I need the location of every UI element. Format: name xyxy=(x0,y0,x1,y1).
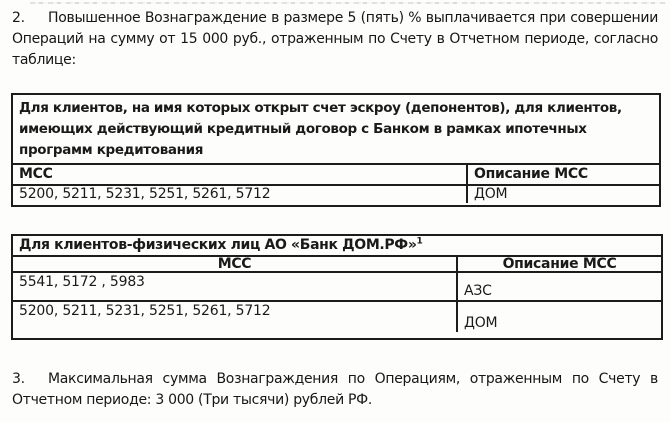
paragraph-3: 3. Максимальная сумма Вознаграждения по О… xyxy=(12,369,658,411)
mcc-description-cell: ДОМ xyxy=(474,186,508,202)
mcc-codes-cell: 5200, 5211, 5231, 5251, 5261, 5712 xyxy=(13,302,458,332)
paragraph-2-line-3: таблице: xyxy=(12,52,76,68)
column-header-mcc-description: Описание МСС xyxy=(502,257,617,271)
paragraph-2-line-2: Операций на сумму от 15 000 руб., отраже… xyxy=(12,31,658,47)
paragraph-2-text: Повышенное Вознаграждение в размере 5 (п… xyxy=(48,10,658,26)
paragraph-3-text: Максимальная сумма Вознаграждения по Опе… xyxy=(48,371,658,387)
table-escrow-header-line-2: имеющих действующий кредитный договор с … xyxy=(19,121,587,137)
mcc-description-cell: ДОМ xyxy=(464,315,498,331)
table-individual-title: Для клиентов-физических лиц АО «Банк ДОМ… xyxy=(19,237,417,253)
table-escrow-column-header-row: МСС Описание МСС xyxy=(13,165,659,186)
mcc-codes-cell: 5200, 5211, 5231, 5251, 5261, 5712 xyxy=(13,186,468,203)
table-escrow-header-cell: Для клиентов, на имя которых открыт счет… xyxy=(13,95,659,165)
column-header-mcc: МСС xyxy=(13,257,458,271)
column-header-mcc: МСС xyxy=(13,165,468,184)
paragraph-3-line-2: Отчетном периоде: 3 000 (Три тысячи) руб… xyxy=(12,392,373,408)
table-escrow-header-line-1: Для клиентов, на имя которых открыт счет… xyxy=(19,100,622,116)
footnote-marker: 1 xyxy=(416,236,423,247)
paragraph-2-number: 2. xyxy=(12,10,25,26)
table-row: 5200, 5211, 5231, 5251, 5261, 5712 ДОМ xyxy=(13,302,661,332)
table-individual-column-header-row: МСС Описание МСС xyxy=(13,257,661,273)
paragraph-2: 2. Повышенное Вознаграждение в размере 5 … xyxy=(12,8,658,71)
table-individual-clients: Для клиентов-физических лиц АО «Банк ДОМ… xyxy=(11,234,663,340)
paragraph-3-number: 3. xyxy=(12,371,25,387)
mcc-description-cell: АЗС xyxy=(464,283,492,299)
table-individual-header-cell: Для клиентов-физических лиц АО «Банк ДОМ… xyxy=(13,236,661,257)
scan-artifact-line xyxy=(30,2,666,4)
table-row: 5200, 5211, 5231, 5251, 5261, 5712 ДОМ xyxy=(13,186,659,203)
paragraph-2-line-1: 2. Повышенное Вознаграждение в размере 5 … xyxy=(12,8,658,29)
table-escrow-clients: Для клиентов, на имя которых открыт счет… xyxy=(11,93,661,207)
paragraph-3-line-1: 3. Максимальная сумма Вознаграждения по О… xyxy=(12,369,658,390)
mcc-codes-cell: 5541, 5172 , 5983 xyxy=(13,273,458,300)
table-row: 5541, 5172 , 5983 АЗС xyxy=(13,273,661,302)
column-header-mcc-description: Описание МСС xyxy=(474,166,588,182)
table-escrow-header-line-3: программ кредитования xyxy=(19,142,204,158)
